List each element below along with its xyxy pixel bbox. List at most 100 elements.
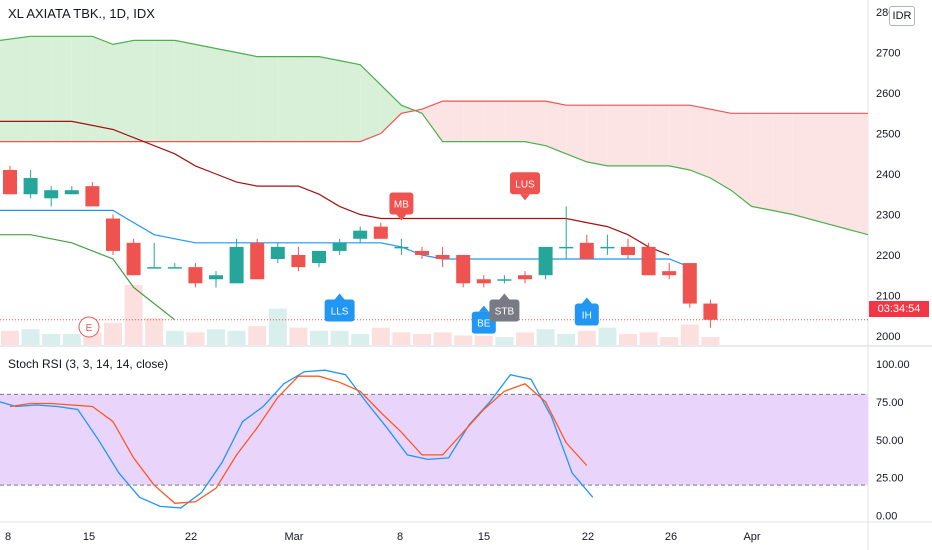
candle-body: [600, 246, 615, 249]
volume-bar: [227, 330, 246, 345]
pattern-label-text: MB: [394, 200, 409, 211]
ichimoku-cloud-segment: [792, 113, 868, 235]
ichimoku-cloud-segment: [422, 101, 443, 142]
pattern-label-text: IH: [582, 311, 592, 322]
candle-body: [312, 250, 326, 264]
price-axis-tick: 2000: [876, 331, 900, 343]
volume-bar: [165, 330, 184, 345]
candle-body: [188, 267, 203, 284]
volume-bar: [701, 337, 720, 345]
candle-body: [332, 242, 347, 251]
candle-body: [106, 218, 120, 251]
ichimoku-lagging-span: [0, 234, 176, 321]
ichimoku-cloud-segment: [216, 48, 237, 142]
rsi-band-fill: [0, 394, 868, 486]
ichimoku-span-a: [0, 35, 869, 236]
volume-bar: [454, 335, 473, 345]
rsi-axis-tick: 75.00: [876, 397, 904, 409]
ichimoku-cloud-segment: [628, 105, 649, 166]
stoch-rsi-title: Stoch RSI (3, 3, 14, 14, close): [8, 357, 169, 371]
volume-bar: [21, 329, 40, 345]
candle-body: [353, 230, 368, 239]
rsi-axis-tick: 25.00: [876, 473, 904, 485]
ichimoku-cloud-segment: [360, 64, 381, 142]
ichimoku-cloud-segment: [113, 40, 134, 142]
ichimoku-cloud-segment: [0, 36, 31, 142]
candle-body: [621, 246, 635, 255]
volume-bar: [598, 327, 617, 345]
chart-title: XL AXIATA TBK., 1D, IDX: [8, 6, 155, 21]
volume-bar: [495, 337, 514, 345]
volume-bar: [124, 285, 143, 345]
candle-body: [250, 242, 265, 280]
pattern-label-text: BE: [477, 319, 491, 330]
volume-bar: [619, 333, 637, 345]
price-axis-tick: 2500: [876, 129, 900, 141]
volume-bar: [639, 332, 658, 345]
ichimoku-cloud-segment: [30, 36, 52, 142]
time-axis-tick: 15: [478, 531, 490, 543]
pattern-label-lus: LUS: [510, 172, 540, 201]
time-axis-tick: 26: [665, 531, 677, 543]
ichimoku-cloud-segment: [277, 56, 299, 142]
rsi-axis-tick: 50.00: [876, 435, 904, 447]
volume-bar: [371, 327, 390, 345]
ichimoku-cloud-segment: [566, 105, 587, 162]
volume-bar: [145, 318, 164, 345]
ichimoku-cloud-segment: [195, 44, 216, 142]
pattern-label-text: STB: [495, 307, 515, 318]
candle-body: [476, 279, 491, 284]
currency-button[interactable]: IDR: [889, 6, 915, 26]
price-axis-tick: 2200: [876, 250, 900, 262]
pattern-label-lls: LLS: [324, 293, 355, 322]
candle-body: [579, 242, 594, 260]
rsi-axis-tick: 100.00: [876, 359, 910, 371]
ichimoku-cloud-segment: [380, 84, 402, 134]
candle-body: [662, 271, 677, 276]
pattern-label-mb: MB: [389, 192, 414, 221]
candle-body: [229, 246, 244, 284]
volume-bar: [392, 332, 411, 345]
candle-body: [270, 246, 285, 260]
ichimoku-cloud-segment: [319, 56, 340, 142]
stoch-rsi-d-line: [9, 375, 588, 504]
ichimoku-cloud-segment: [525, 101, 546, 146]
price-axis-tick: 2700: [876, 48, 900, 60]
ichimoku-cloud-segment: [607, 105, 628, 166]
candle-body: [85, 186, 100, 207]
price-axis-tick: 2400: [876, 169, 900, 181]
stoch-rsi-k-line: [0, 369, 594, 509]
volume-bar: [186, 332, 205, 345]
volume-bar: [516, 332, 534, 345]
ichimoku-cloud-segment: [504, 101, 525, 142]
countdown-price-tag: 03:34:54: [869, 301, 929, 317]
ichimoku-cloud-segment: [92, 36, 113, 142]
ichimoku-cloud-segment: [133, 40, 155, 142]
candle-body: [682, 263, 697, 304]
ichimoku-cloud-segment: [257, 56, 278, 142]
candle-body: [538, 246, 553, 276]
ichimoku-base-line: [0, 120, 670, 256]
ichimoku-cloud-segment: [648, 105, 670, 166]
volume-bar: [310, 330, 328, 345]
volume-bar: [433, 332, 452, 345]
candle-body: [497, 279, 512, 281]
volume-bar: [660, 337, 679, 345]
candle-body: [147, 267, 162, 269]
rsi-axis-tick: 0.00: [876, 510, 897, 522]
volume-bar: [1, 330, 19, 345]
candle-body: [373, 226, 388, 239]
ichimoku-cloud-segment: [710, 109, 731, 191]
candle-body: [435, 254, 450, 260]
candle-body: [559, 246, 574, 249]
candle-body: [23, 178, 38, 195]
candle-body: [64, 190, 79, 195]
ichimoku-cloud-segment: [51, 36, 72, 142]
candle-body: [415, 250, 429, 255]
volume-bar: [330, 330, 349, 345]
ichimoku-cloud-segment: [154, 40, 175, 142]
time-axis-tick: 8: [397, 531, 403, 543]
price-axis-tick: 2600: [876, 88, 900, 100]
price-axis-tick: 2100: [876, 290, 900, 302]
